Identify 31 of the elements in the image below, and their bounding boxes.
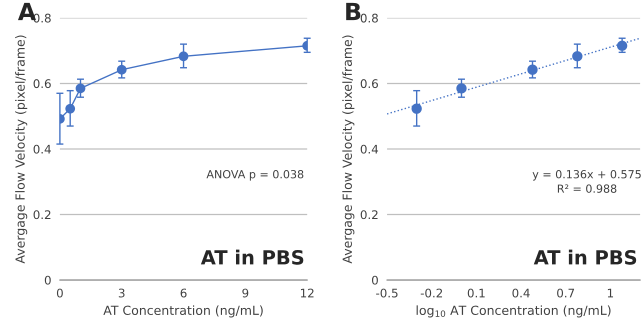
x-tick-label: 0.1 bbox=[468, 288, 485, 298]
x-tick-label: 6 bbox=[180, 288, 187, 298]
y-axis-title: Avergage Flow Velocity (pixel/frame) bbox=[342, 35, 354, 264]
y-axis-title: Avergage Flow Velocity (pixel/frame) bbox=[15, 35, 28, 264]
x-tick-label: -0.2 bbox=[420, 288, 442, 298]
y-tick-label: 0.2 bbox=[34, 210, 50, 220]
y-tick-label: 0.6 bbox=[34, 79, 51, 88]
x-tick-label: 1 bbox=[608, 288, 614, 298]
annotation: AT in PBS bbox=[534, 250, 636, 265]
annotation: ANOVA p = 0.038 bbox=[206, 170, 304, 181]
x-tick-label: 9 bbox=[242, 288, 248, 298]
x-tick-label: 0.4 bbox=[512, 288, 530, 298]
y-tick-label: 0.8 bbox=[360, 14, 378, 23]
x-tick-label: 12 bbox=[300, 288, 314, 298]
y-tick-label: 0 bbox=[44, 276, 51, 285]
y-tick-label: 0.2 bbox=[360, 210, 378, 220]
chart-title: A bbox=[18, 2, 36, 20]
x-axis-title: AT Concentration (ng/mL) bbox=[103, 305, 263, 318]
x-tick-label: 3 bbox=[118, 288, 125, 298]
y-tick-label: 0.4 bbox=[34, 144, 51, 154]
y-tick-label: 0 bbox=[372, 276, 378, 285]
x-tick-label: 0 bbox=[56, 288, 63, 298]
chart-title: B bbox=[346, 2, 360, 20]
x-tick-label: -0.5 bbox=[376, 288, 398, 298]
x-tick-label: 0.7 bbox=[557, 288, 574, 298]
y-tick-label: 0.6 bbox=[360, 79, 378, 88]
x-axis-title: log$_{10}$ AT Concentration (ng/mL) bbox=[416, 305, 611, 318]
annotation: AT in PBS bbox=[200, 250, 304, 265]
annotation: y = 0.136x + 0.575 bbox=[532, 170, 641, 181]
annotation: R² = 0.988 bbox=[558, 184, 616, 193]
y-tick-label: 0.4 bbox=[360, 144, 378, 154]
